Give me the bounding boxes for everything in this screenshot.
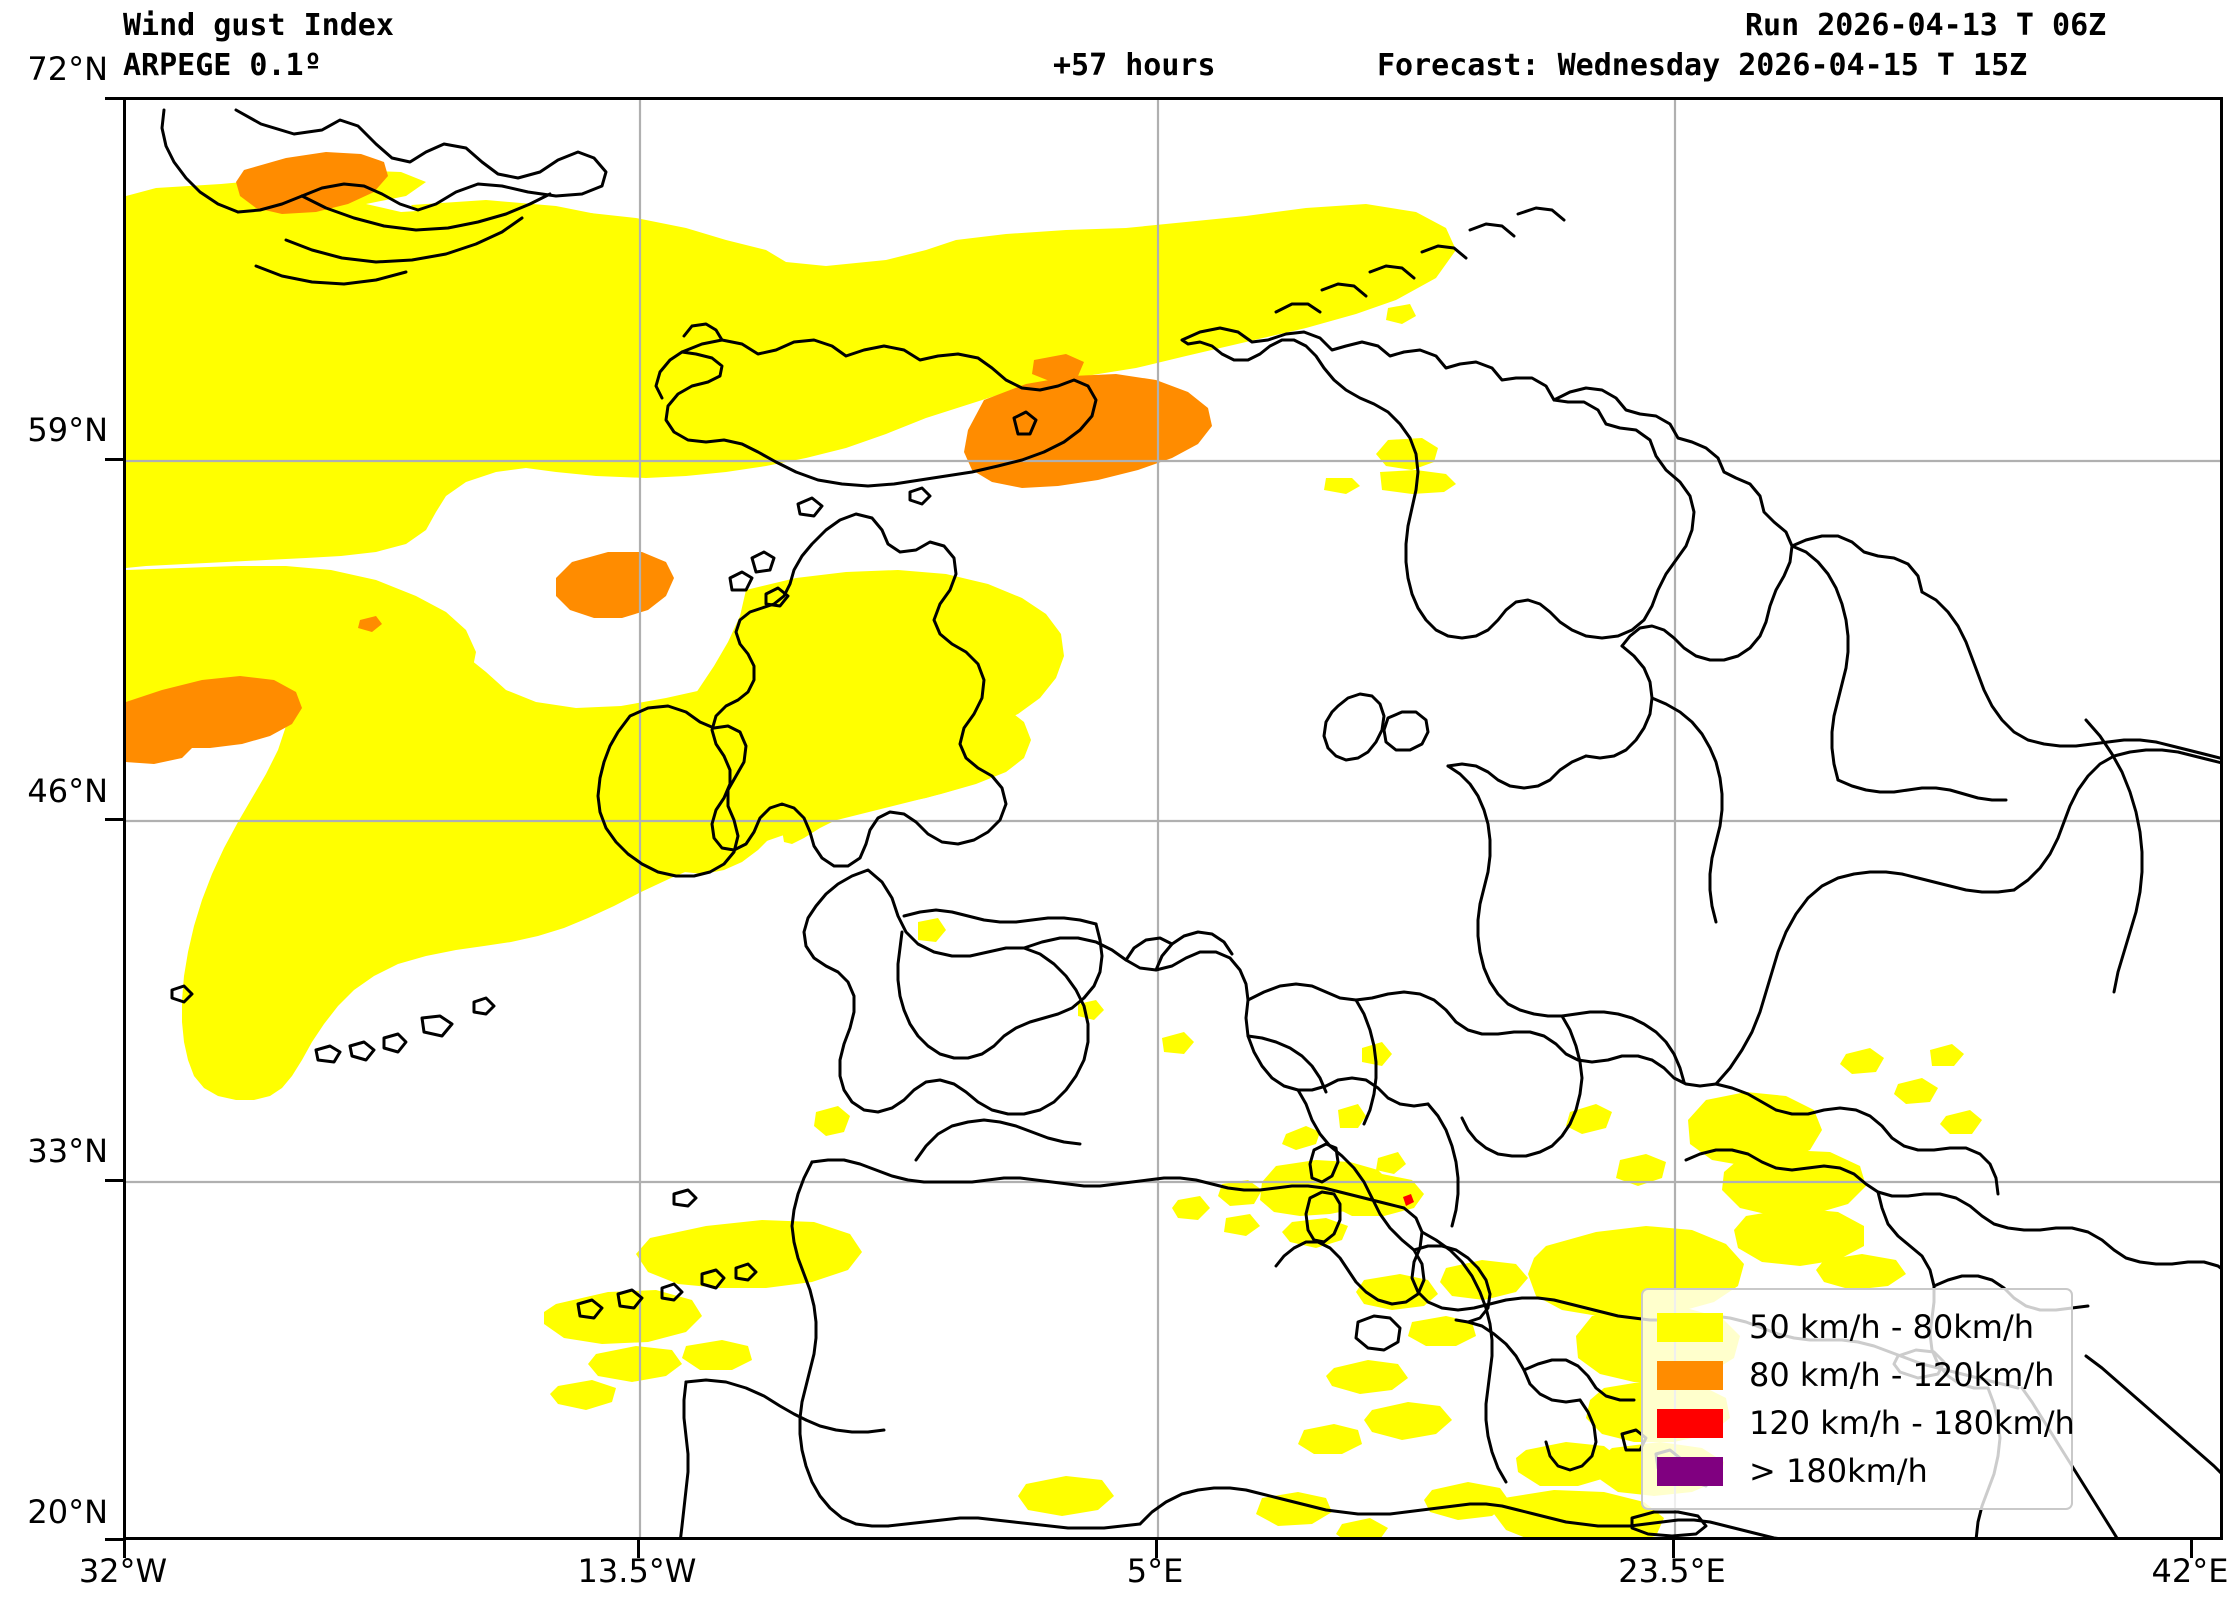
y-tick-label-46n: 46°N: [27, 772, 108, 810]
x-tick-mark-42e: [2190, 1540, 2193, 1558]
legend-label-yellow: 50 km/h - 80km/h: [1749, 1308, 2035, 1346]
gust-band-red: [1403, 1194, 1414, 1206]
x-tick-mark-5e: [1155, 1540, 1158, 1558]
x-tick-label-235e: 23.5°E: [1618, 1552, 1726, 1590]
y-tick-mark-33n: [105, 1179, 123, 1182]
y-tick-mark-72n: [105, 97, 123, 100]
y-tick-label-33n: 33°N: [27, 1132, 108, 1170]
x-tick-mark-32w: [123, 1540, 126, 1558]
legend-swatch-purple: [1657, 1456, 1723, 1486]
x-tick-label-135w: 13.5°W: [577, 1552, 697, 1590]
y-tick-mark-20n: [105, 1538, 123, 1541]
legend-row-purple: > 180km/h: [1657, 1447, 2055, 1495]
legend-label-orange: 80 km/h - 120km/h: [1749, 1356, 2055, 1394]
x-tick-mark-235e: [1672, 1540, 1675, 1558]
y-tick-label-72n: 72°N: [27, 50, 108, 88]
run-time-label: Run 2026-04-13 T 06Z: [1745, 8, 2107, 43]
legend-swatch-orange: [1657, 1360, 1723, 1390]
chart-title: Wind gust Index: [123, 8, 394, 43]
forecast-time-label: Forecast: Wednesday 2026-04-15 T 15Z: [1377, 48, 2028, 83]
y-tick-mark-46n: [105, 818, 123, 821]
legend-box: 50 km/h - 80km/h 80 km/h - 120km/h 120 k…: [1641, 1288, 2075, 1510]
legend-row-yellow: 50 km/h - 80km/h: [1657, 1303, 2055, 1351]
lead-time-label: +57 hours: [1053, 48, 1216, 83]
x-tick-label-32w: 32°W: [78, 1552, 168, 1590]
map-plot-area[interactable]: [123, 97, 2223, 1540]
y-tick-label-20n: 20°N: [27, 1493, 108, 1531]
y-tick-mark-59n: [105, 458, 123, 461]
x-tick-label-5e: 5°E: [1126, 1552, 1184, 1590]
map-canvas: [126, 100, 2220, 1537]
y-tick-label-59n: 59°N: [27, 411, 108, 449]
gust-band-yellow: [126, 170, 1982, 1537]
legend-label-red: 120 km/h - 180km/h: [1749, 1404, 2075, 1442]
legend-swatch-red: [1657, 1408, 1723, 1438]
legend-row-orange: 80 km/h - 120km/h: [1657, 1351, 2055, 1399]
model-subtitle: ARPEGE 0.1º: [123, 48, 322, 83]
legend-row-red: 120 km/h - 180km/h: [1657, 1399, 2075, 1447]
x-tick-mark-135w: [637, 1540, 640, 1558]
map-coastlines: [160, 108, 2220, 1537]
legend-label-purple: > 180km/h: [1749, 1452, 1928, 1490]
x-tick-label-42e: 42°E: [2151, 1552, 2229, 1590]
legend-swatch-yellow: [1657, 1312, 1723, 1342]
